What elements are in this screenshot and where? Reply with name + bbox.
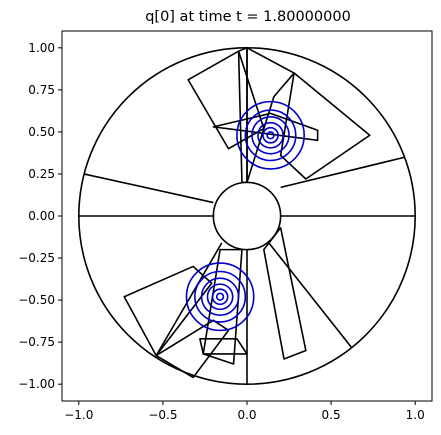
- contour-1-3: [206, 283, 234, 311]
- y-tick-label-1: 0.75: [28, 83, 55, 97]
- y-tick-label-2: 0.50: [28, 125, 55, 139]
- domain-block-3: [279, 72, 371, 180]
- domain-block-7: [199, 337, 248, 355]
- y-tick-label-6: −0.50: [18, 293, 55, 307]
- y-tick-label-3: 0.25: [28, 167, 55, 181]
- y-tick-label-0: 1.00: [28, 41, 55, 55]
- contour-1-1: [194, 270, 247, 323]
- contour-0-2: [251, 115, 290, 155]
- inner-circle: [212, 181, 282, 251]
- x-tick-label-4: 1.0: [406, 408, 425, 422]
- domain-block-2: [246, 47, 295, 184]
- contour-0-5: [266, 131, 275, 140]
- x-tick-label-2: 0.0: [237, 408, 256, 422]
- contour-0-4: [262, 126, 279, 144]
- domain-block-6: [155, 319, 230, 379]
- contour-1-4: [211, 288, 229, 306]
- plot-area: [78, 47, 416, 385]
- x-tick-label-1: −0.5: [148, 408, 177, 422]
- contour-0-0: [236, 100, 305, 170]
- radial-line-6: [155, 242, 223, 356]
- axes: −1.0 −0.5 0.0 0.5 1.0 1.00 0.75 0.50 0.25 0.00 −0.…: [18, 30, 433, 422]
- contour-1-5: [215, 292, 225, 301]
- chart-title: q[0] at time t = 1.80000000: [145, 9, 351, 25]
- contour-0-1: [244, 109, 297, 162]
- contour-1-2: [200, 277, 240, 317]
- radial-line-4: [268, 242, 352, 348]
- radial-line-1: [280, 156, 406, 189]
- y-tick-label-8: −1.00: [18, 377, 55, 391]
- y-tick-label-5: −0.25: [18, 251, 55, 265]
- contour-1-0: [185, 262, 255, 332]
- x-tick-label-0: −1.0: [64, 408, 93, 422]
- y-tick-label-7: −0.75: [18, 335, 55, 349]
- radial-line-3: [83, 173, 214, 204]
- domain-block-9: [263, 226, 307, 360]
- y-tick-label-4: 0.00: [28, 209, 55, 223]
- contour-0-3: [257, 121, 284, 149]
- domain-block-5: [123, 265, 213, 357]
- x-tick-label-3: 0.5: [322, 408, 341, 422]
